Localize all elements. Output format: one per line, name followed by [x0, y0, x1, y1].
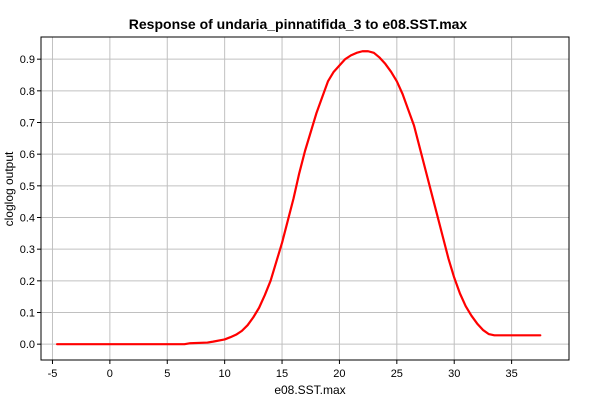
y-tick-label: 0.7 — [20, 118, 35, 130]
x-tick-label: 35 — [505, 368, 517, 380]
plot-frame — [40, 36, 570, 361]
y-axis: 0.0 0.1 0.2 0.3 0.4 0.5 0.6 0.7 0.8 0.9 — [20, 54, 41, 351]
x-tick-label: 15 — [276, 368, 288, 380]
x-tick-label: 5 — [164, 368, 170, 380]
y-tick-label: 0.9 — [20, 54, 35, 66]
y-tick-label: 0.8 — [20, 86, 35, 98]
y-tick-label: 0.1 — [20, 308, 35, 320]
y-tick-label: 0.0 — [20, 339, 35, 351]
y-tick-label: 0.2 — [20, 276, 35, 288]
y-axis-label: cloglog output — [2, 151, 16, 226]
x-axis: -5 0 5 10 15 20 25 30 35 — [48, 360, 518, 380]
y-tick-label: 0.5 — [20, 181, 35, 193]
x-tick-label: 25 — [391, 368, 403, 380]
series-layer — [55, 50, 542, 346]
x-tick-label: 10 — [219, 368, 231, 380]
x-tick-label: 20 — [333, 368, 345, 380]
x-tick-label: 30 — [448, 368, 460, 380]
y-tick-label: 0.6 — [20, 149, 35, 161]
x-axis-label: e08.SST.max — [274, 383, 345, 397]
series-line-0 — [55, 50, 542, 346]
plot-background — [41, 37, 569, 360]
plot-area — [40, 36, 570, 361]
x-tick-label: 0 — [107, 368, 113, 380]
y-tick-label: 0.4 — [20, 213, 35, 225]
y-tick-label: 0.3 — [20, 244, 35, 256]
grid — [41, 37, 569, 360]
x-tick-label: -5 — [48, 368, 58, 380]
chart-title: Response of undaria_pinnatifida_3 to e08… — [129, 16, 468, 32]
